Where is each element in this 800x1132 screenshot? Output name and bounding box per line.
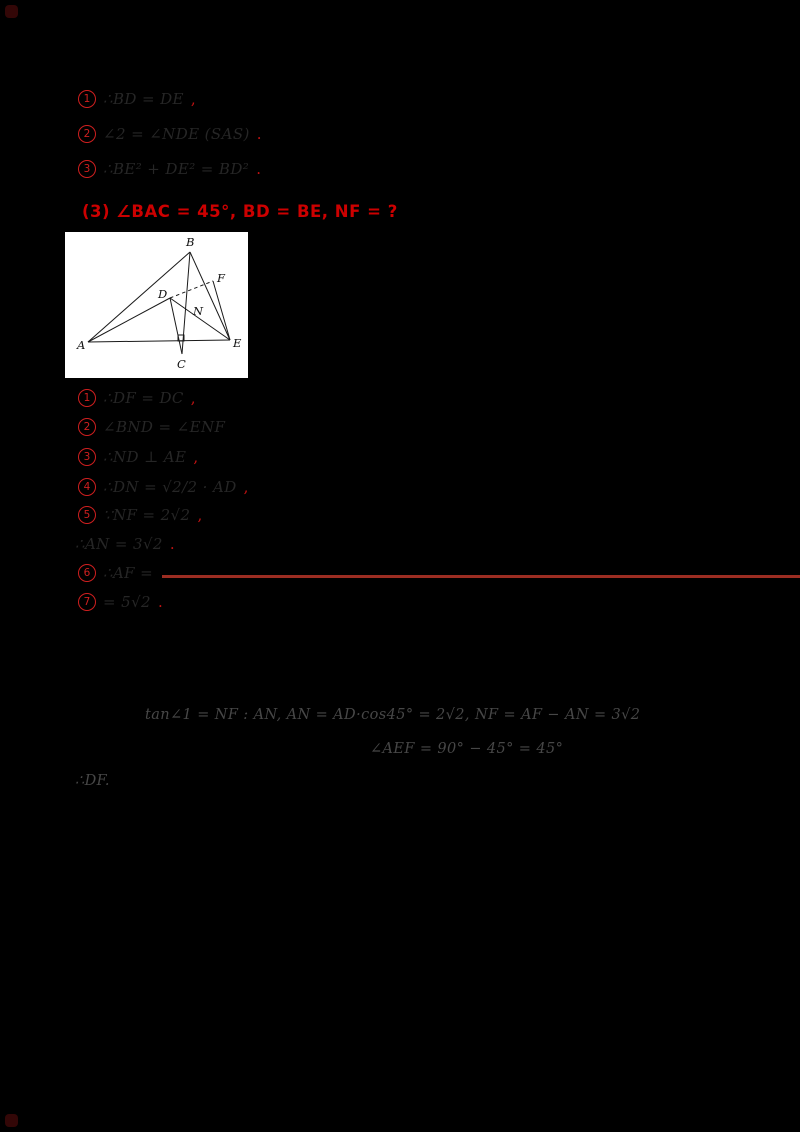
- circled-number-badge: 7: [78, 593, 96, 611]
- proof-step-row: 1 ∴BD = DE ,: [78, 90, 196, 108]
- work-line: tan∠1 = NF : AN, AN = AD·cos45° = 2√2, N…: [145, 707, 641, 723]
- equation-text: ∠BND = ∠ENF: [103, 418, 226, 436]
- equation-text: ∴BE² + DE² = BD²: [103, 160, 250, 178]
- vertex-label-b: B: [185, 235, 194, 249]
- vertex-label-n: N: [192, 304, 204, 318]
- red-punctuation: ,: [190, 389, 196, 407]
- circled-number-badge: 4: [78, 478, 96, 496]
- proof-step-row: 7 = 5√2 .: [78, 593, 163, 611]
- work-line: ∴DF.: [75, 773, 110, 789]
- geometry-figure: B F D N A E C: [76, 235, 242, 371]
- red-punctuation: ,: [197, 506, 203, 524]
- right-angle-mark: [177, 334, 185, 342]
- equation-text: ∠2 = ∠NDE (SAS): [103, 125, 250, 143]
- proof-step-row: 5 ∵NF = 2√2 ,: [78, 506, 202, 524]
- red-punctuation: .: [157, 593, 163, 611]
- vertex-label-e: E: [232, 336, 242, 350]
- proof-step-row: 2 ∠2 = ∠NDE (SAS) .: [78, 125, 262, 143]
- circled-number-badge: 5: [78, 506, 96, 524]
- equation-text: ∵NF = 2√2: [103, 506, 191, 524]
- equation-text: ∴DN = √2/2 · AD: [103, 478, 237, 496]
- circled-number-badge: 2: [78, 418, 96, 436]
- red-punctuation: ,: [243, 478, 249, 496]
- proof-step-row: 4 ∴DN = √2/2 · AD ,: [78, 478, 248, 496]
- equation-text: = 5√2: [103, 593, 151, 611]
- vertex-label-c: C: [177, 357, 186, 371]
- red-punctuation: ,: [190, 90, 196, 108]
- red-punctuation: .: [256, 160, 261, 178]
- proof-step-row: 6 ∴AF =: [78, 564, 160, 582]
- circled-number-badge: 3: [78, 448, 96, 466]
- proof-step-row: 1 ∴DF = DC ,: [78, 389, 196, 407]
- equation-text: ∴DF = DC: [103, 389, 184, 407]
- figure-lines: [87, 251, 231, 355]
- equation-text: ∴AF =: [103, 564, 154, 582]
- circled-number-badge: 3: [78, 160, 96, 178]
- vertex-label-a: A: [76, 338, 85, 352]
- red-divider-line: [162, 575, 800, 578]
- work-line: ∠AEF = 90° − 45° = 45°: [370, 741, 564, 757]
- proof-step-row: 2 ∠BND = ∠ENF: [78, 418, 232, 436]
- equation-text: ∴BD = DE: [103, 90, 184, 108]
- vertex-label-d: D: [157, 287, 167, 301]
- red-punctuation: .: [256, 125, 262, 143]
- equation-text: ∴AN = 3√2: [75, 535, 163, 553]
- equation-text: ∴ND ⊥ AE: [103, 448, 187, 466]
- proof-step-row: ∴AN = 3√2 .: [75, 535, 175, 553]
- circled-number-badge: 1: [78, 389, 96, 407]
- corner-mark-top-left: [5, 5, 18, 18]
- red-punctuation: .: [169, 535, 175, 553]
- circled-number-badge: 6: [78, 564, 96, 582]
- corner-mark-bottom-left: [5, 1114, 18, 1127]
- circled-number-badge: 1: [78, 90, 96, 108]
- proof-step-row: 3 ∴ND ⊥ AE ,: [78, 448, 198, 466]
- geometry-figure-panel: B F D N A E C: [65, 232, 248, 378]
- section-heading-text: ∠BAC = 45°, BD = BE, NF = ?: [116, 202, 398, 221]
- proof-step-row: 3 ∴BE² + DE² = BD² .: [78, 160, 261, 178]
- section-number: (3): [82, 202, 111, 221]
- section-heading: (3) ∠BAC = 45°, BD = BE, NF = ?: [82, 202, 398, 221]
- circled-number-badge: 2: [78, 125, 96, 143]
- vertex-label-f: F: [216, 271, 226, 285]
- red-punctuation: ,: [193, 448, 199, 466]
